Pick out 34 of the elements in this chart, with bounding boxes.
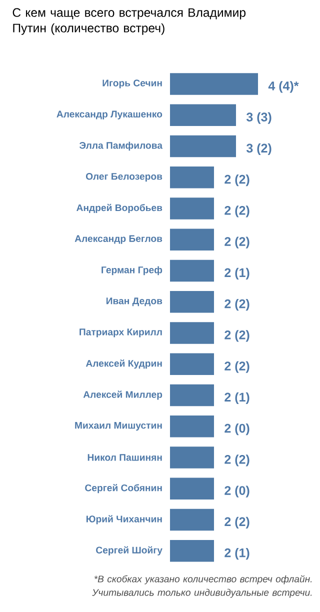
chart-title: С кем чаще всего встречался Владимир Путин (количество встреч)	[12, 8, 246, 35]
data-label: 2 (2)	[224, 206, 250, 218]
y-tick-label: Патриарх Кирилл	[80, 328, 162, 338]
data-label: 2 (2)	[224, 330, 250, 342]
data-label: 2 (2)	[224, 361, 250, 373]
data-label: 2 (1)	[224, 392, 250, 404]
data-label: 2 (2)	[224, 299, 250, 311]
y-tick-label: Алексей Кудрин	[86, 360, 162, 369]
y-tick-label: Александр Лукашенко	[56, 110, 162, 120]
y-tick-label: Алексей Миллер	[83, 390, 162, 400]
y-tick-label: Александр Беглов	[74, 235, 162, 244]
data-label: 4 (4)*	[268, 81, 299, 93]
y-tick-label: Никол Пашинян	[88, 454, 162, 461]
data-label: 3 (2)	[246, 143, 272, 156]
y-tick-label: Сергей Собянин	[85, 484, 162, 494]
data-label: 2 (1)	[224, 268, 250, 280]
y-tick-label: Олег Белозеров	[86, 172, 162, 182]
data-label: 2 (2)	[224, 236, 250, 248]
data-label: 2 (1)	[224, 548, 250, 560]
data-label: 3 (3)	[246, 112, 272, 124]
data-label: 2 (2)	[224, 454, 250, 466]
y-tick-label: Андрей Воробьев	[76, 204, 162, 214]
data-label: 2 (0)	[224, 424, 250, 436]
y-tick-label: Михаил Мишустин	[75, 422, 162, 431]
y-tick-label: Сергей Шойгу	[96, 546, 162, 556]
y-tick-label: Иван Дедов	[106, 298, 162, 306]
text: *В скобках указано количество встреч офлайн. Учитывались только индивидуальные встречи.	[92, 575, 312, 598]
y-tick-label: Юрий Чиханчин	[86, 515, 162, 524]
y-tick-label: Игорь Сечин	[102, 80, 162, 88]
data-label: 2 (0)	[224, 486, 250, 498]
y-tick-label: Элла Памфилова	[79, 142, 163, 151]
y-tick-label: Герман Греф	[102, 266, 162, 276]
data-label: 2 (2)	[224, 174, 250, 186]
data-label: 2 (2)	[224, 516, 250, 529]
